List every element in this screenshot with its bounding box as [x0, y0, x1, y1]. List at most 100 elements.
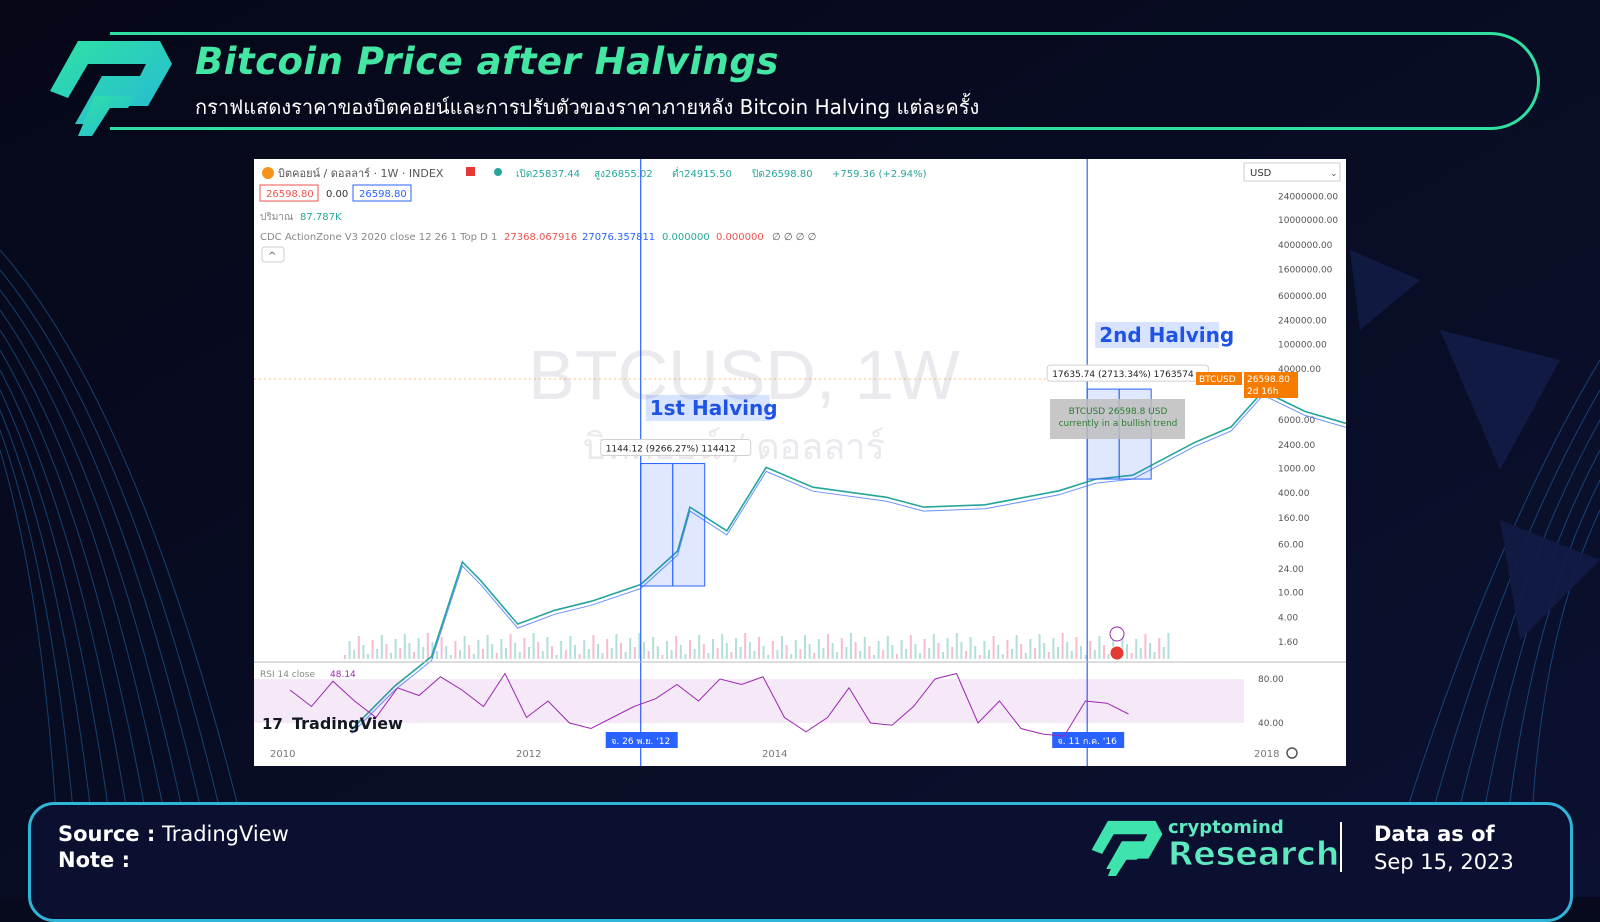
tradingview-logo-mark-icon: 17	[262, 715, 283, 733]
time-axis-tick-label: 2018	[1254, 749, 1279, 760]
volume-bar	[753, 651, 756, 659]
us-economic-event-icon[interactable]	[1109, 645, 1125, 661]
chart-symbol[interactable]: บิตคอยน์ / ดอลลาร์ · 1W · INDEX	[278, 167, 444, 180]
volume-bar	[399, 648, 402, 659]
btc-price-chart[interactable]: BTCUSD, 1W บิทคอยน์ / ดอลลาร์ บิตคอยน์ /…	[254, 159, 1346, 766]
volume-bar	[781, 636, 783, 659]
volume-bar	[776, 650, 779, 659]
volume-bar	[1103, 645, 1105, 659]
price-axis-tick-label: 100000.00	[1278, 340, 1327, 350]
volume-bar	[725, 643, 728, 659]
volume-bar	[785, 645, 788, 659]
volume-bar	[988, 650, 990, 659]
volume-bar	[638, 633, 641, 659]
volume-bar	[808, 644, 811, 659]
indicator-name[interactable]: CDC ActionZone V3 2020 close 12 26 1 Top…	[260, 232, 497, 243]
page-title: Bitcoin Price after Halvings	[195, 40, 779, 83]
volume-bar	[643, 642, 645, 659]
volume-bar	[390, 653, 392, 659]
source-value: TradingView	[161, 822, 289, 846]
volume-bar	[693, 649, 696, 659]
lightning-event-icon[interactable]	[1109, 626, 1125, 642]
volume-bar	[620, 643, 622, 659]
volume-bar	[574, 645, 576, 659]
ema-line	[351, 394, 1346, 734]
bid-box[interactable]	[259, 184, 319, 202]
volume-bar	[992, 636, 995, 659]
price-axis-tick-label: 1.60	[1278, 638, 1298, 648]
volume-bar	[394, 639, 397, 659]
volume-bar	[454, 641, 457, 659]
ohlc-close: ปิด26598.80	[751, 169, 812, 180]
volume-bar	[735, 638, 737, 659]
volume-bar	[380, 635, 383, 659]
volume-bar	[528, 647, 530, 659]
price-tag-symbol: BTCUSD	[1199, 375, 1236, 385]
volume-bar	[1011, 649, 1013, 659]
volume-bar	[633, 647, 636, 659]
rsi-label: RSI 14 close	[260, 670, 315, 680]
settings-gear-icon[interactable]	[1286, 747, 1298, 759]
volume-bar	[371, 640, 374, 659]
volume-bar	[739, 647, 742, 659]
volume-bar	[698, 635, 701, 659]
volume-bar	[679, 645, 682, 659]
volume-bar	[1144, 634, 1147, 659]
collapse-indicators-button[interactable]	[261, 246, 285, 263]
price-axis-tick-label: 24.00	[1278, 565, 1304, 575]
header-frame	[110, 32, 1540, 130]
volume-bar	[978, 655, 981, 659]
price-axis-tick-label: 10000000.00	[1278, 216, 1338, 226]
volume-bar	[919, 653, 921, 659]
volume-bar	[909, 635, 912, 659]
volume-bar	[675, 636, 678, 659]
volume-bar	[532, 633, 535, 659]
volume-bar	[1149, 643, 1151, 659]
volume-bar	[431, 642, 434, 659]
volume-bar	[486, 635, 489, 659]
halving-label-box	[1095, 322, 1220, 348]
volume-bar	[353, 650, 356, 659]
volume-bar	[1075, 637, 1078, 659]
volume-bar	[974, 646, 977, 659]
tradingview-chart-panel[interactable]: BTCUSD, 1W บิทคอยน์ / ดอลลาร์ บิตคอยน์ /…	[254, 159, 1346, 766]
volume-bar	[1080, 646, 1082, 659]
volume-bar	[1093, 650, 1096, 659]
volume-bar	[491, 644, 494, 659]
volume-bar	[882, 650, 885, 659]
volume-bar	[951, 647, 954, 659]
volume-bar	[514, 643, 517, 659]
volume-bar	[537, 642, 540, 659]
volume-bar	[831, 643, 834, 659]
volume-bar	[445, 646, 448, 659]
halving-label: 1st Halving	[650, 396, 778, 420]
time-axis-tick-label: 2014	[762, 749, 787, 760]
indicator-value-4: 0.000000	[716, 232, 764, 243]
volume-bar	[647, 651, 650, 659]
volume-bar	[707, 653, 710, 659]
volume-bar	[799, 649, 802, 659]
volume-bar	[1135, 639, 1138, 659]
note-label: Note :	[58, 848, 130, 872]
volume-bar	[748, 642, 751, 659]
volume-bar	[997, 645, 1000, 659]
footer-divider	[1340, 822, 1342, 872]
volume-bar	[1047, 652, 1050, 659]
volume-bar	[744, 633, 747, 659]
volume-bar	[689, 640, 691, 659]
volume-bar	[1001, 654, 1004, 659]
volume-bar	[960, 642, 963, 659]
volume-bar	[463, 636, 466, 659]
chevron-up-icon: ^	[268, 251, 276, 262]
price-axis-tick-label: 400.00	[1278, 489, 1310, 499]
volume-bar	[422, 647, 425, 659]
halving-label-box	[645, 395, 770, 421]
volume-bar	[656, 646, 659, 659]
btc-price-line	[351, 390, 1346, 731]
volume-bar	[873, 655, 875, 659]
volume-bar	[942, 652, 944, 659]
volume-bar	[357, 636, 360, 659]
halving-date-tag	[605, 732, 678, 748]
ask-box[interactable]	[352, 184, 412, 202]
currency-select[interactable]	[1243, 162, 1341, 182]
